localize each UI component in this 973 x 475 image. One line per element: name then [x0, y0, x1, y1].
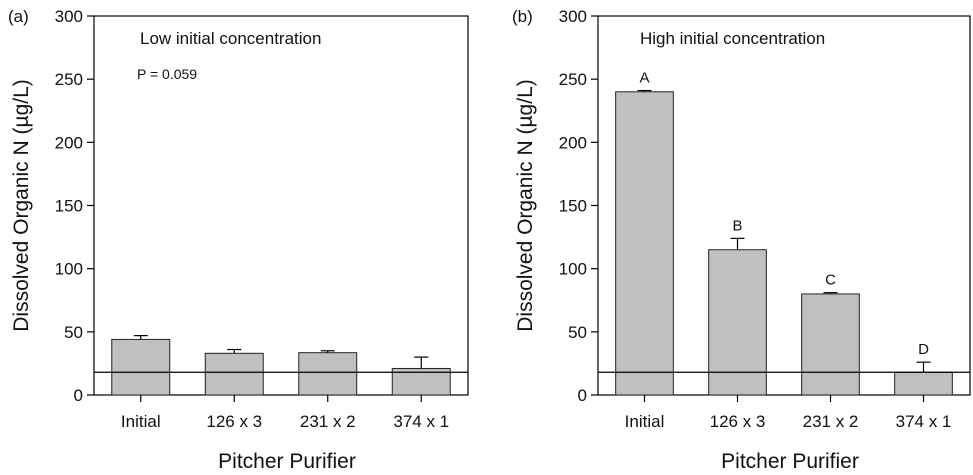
x-tick-label: 126 x 3: [206, 412, 262, 431]
x-axis-title: Pitcher Purifier: [721, 450, 859, 473]
panel-annotation: High initial concentration: [640, 29, 825, 48]
bar: [801, 293, 860, 396]
y-tick-label: 0: [74, 386, 83, 405]
y-tick-label: 0: [578, 386, 587, 405]
y-tick-label: 100: [55, 260, 83, 279]
x-tick-label: Initial: [625, 412, 665, 431]
y-tick-label: 300: [559, 7, 587, 26]
panel-a: 0 50 100 150 200 250 300 Initial 126 x 3 231 x 2 3…: [8, 7, 469, 473]
x-tick-label: Initial: [121, 412, 161, 431]
y-tick-label: 250: [559, 70, 587, 89]
x-tick-label: 374 x 1: [393, 412, 449, 431]
y-tick-label: 150: [559, 197, 587, 216]
y-axis-title: Dissolved Organic N (µg/L): [10, 79, 33, 332]
significance-letter: A: [639, 70, 649, 87]
y-tick-label: 300: [55, 7, 83, 26]
x-tick-label: 231 x 2: [300, 412, 356, 431]
bar: [894, 371, 953, 396]
bar: [615, 91, 674, 396]
y-tick-label: 100: [559, 260, 587, 279]
x-tick-label: 126 x 3: [710, 412, 766, 431]
bar: [708, 249, 767, 396]
x-axis-title: Pitcher Purifier: [218, 450, 356, 473]
bar: [298, 352, 358, 396]
panel-annotation: Low initial concentration: [140, 29, 321, 48]
bar: [111, 338, 171, 396]
y-axis-title: Dissolved Organic N (µg/L): [514, 79, 537, 332]
x-tick-label: 231 x 2: [803, 412, 859, 431]
y-tick-label: 250: [55, 70, 83, 89]
y-tick-label: 50: [568, 323, 587, 342]
panel-label: (a): [8, 7, 29, 26]
x-tick-label: 374 x 1: [896, 412, 952, 431]
y-tick-label: 200: [559, 133, 587, 152]
panel-b: 0 50 100 150 200 250 300 Initial A 126 x 3 B 231 x …: [512, 7, 971, 473]
bar: [204, 352, 264, 396]
panel-label: (b): [512, 7, 533, 26]
p-value-label: P = 0.059: [137, 66, 197, 82]
significance-letter: D: [918, 341, 929, 358]
y-tick-label: 150: [55, 197, 83, 216]
significance-letter: B: [732, 217, 742, 234]
y-tick-label: 200: [55, 133, 83, 152]
significance-letter: C: [825, 272, 836, 289]
y-tick-label: 50: [64, 323, 83, 342]
